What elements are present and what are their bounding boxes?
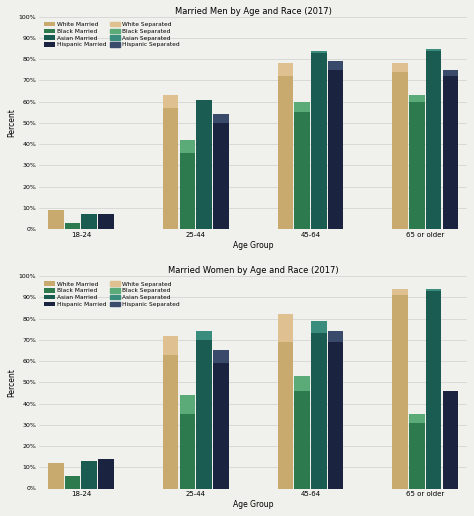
Bar: [328, 61, 343, 70]
Bar: [328, 342, 343, 489]
Bar: [98, 214, 114, 229]
Bar: [180, 395, 195, 414]
X-axis label: Age Group: Age Group: [233, 500, 273, 509]
Bar: [426, 291, 441, 489]
Bar: [196, 331, 212, 340]
Bar: [392, 289, 408, 295]
Bar: [311, 321, 327, 333]
Bar: [213, 363, 228, 489]
Bar: [278, 314, 293, 342]
Bar: [328, 70, 343, 229]
Bar: [48, 463, 64, 489]
Legend: White Married, Black Married, Asian Married, Hispanic Married, White Separated, : White Married, Black Married, Asian Marr…: [42, 279, 182, 309]
Bar: [163, 354, 179, 489]
Title: Married Men by Age and Race (2017): Married Men by Age and Race (2017): [174, 7, 331, 16]
Bar: [392, 63, 408, 72]
Bar: [294, 102, 310, 112]
Bar: [392, 295, 408, 489]
Bar: [409, 423, 425, 489]
Bar: [180, 140, 195, 153]
Bar: [443, 70, 458, 76]
Y-axis label: Percent: Percent: [7, 108, 16, 137]
Title: Married Women by Age and Race (2017): Married Women by Age and Race (2017): [168, 266, 338, 276]
Bar: [426, 51, 441, 229]
Bar: [409, 95, 425, 102]
Bar: [328, 331, 343, 342]
Bar: [311, 51, 327, 53]
Bar: [278, 76, 293, 229]
Bar: [180, 414, 195, 489]
Bar: [426, 49, 441, 51]
Bar: [163, 108, 179, 229]
Bar: [294, 112, 310, 229]
Bar: [443, 76, 458, 229]
Bar: [163, 335, 179, 354]
Bar: [82, 214, 97, 229]
Bar: [213, 350, 228, 363]
Bar: [82, 461, 97, 489]
Legend: White Married, Black Married, Asian Married, Hispanic Married, White Separated, : White Married, Black Married, Asian Marr…: [42, 20, 182, 50]
Bar: [48, 210, 64, 229]
Bar: [213, 123, 228, 229]
X-axis label: Age Group: Age Group: [233, 240, 273, 250]
Bar: [278, 342, 293, 489]
Bar: [311, 53, 327, 229]
Bar: [426, 289, 441, 291]
Bar: [294, 376, 310, 391]
Bar: [409, 414, 425, 423]
Bar: [311, 333, 327, 489]
Bar: [213, 115, 228, 123]
Bar: [64, 223, 81, 229]
Bar: [180, 153, 195, 229]
Bar: [196, 100, 212, 229]
Bar: [443, 391, 458, 489]
Y-axis label: Percent: Percent: [7, 368, 16, 397]
Bar: [196, 340, 212, 489]
Bar: [278, 63, 293, 76]
Bar: [392, 72, 408, 229]
Bar: [98, 459, 114, 489]
Bar: [64, 476, 81, 489]
Bar: [409, 102, 425, 229]
Bar: [163, 95, 179, 108]
Bar: [294, 391, 310, 489]
